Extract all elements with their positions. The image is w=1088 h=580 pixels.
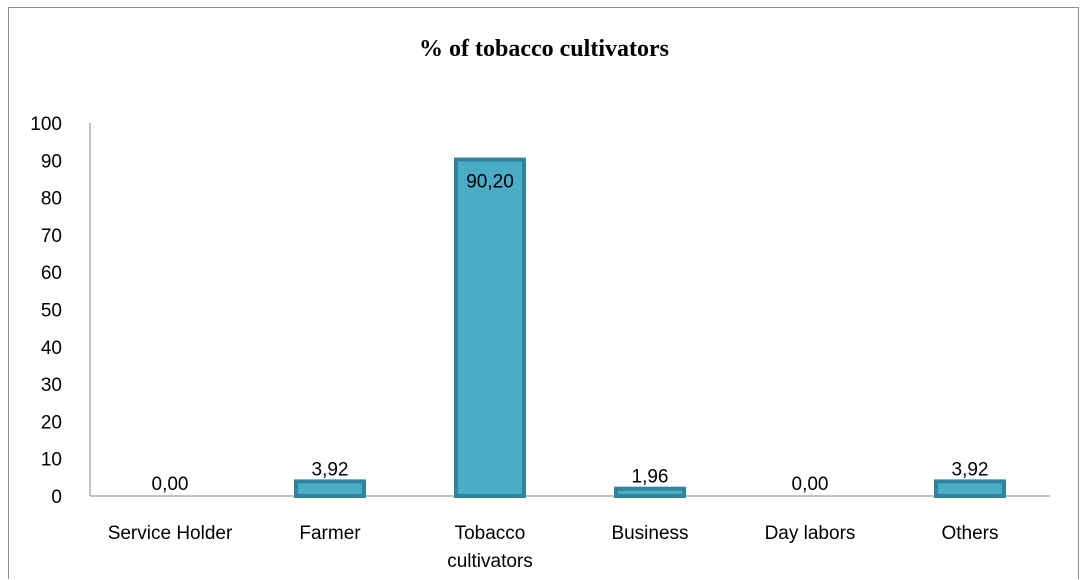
chart-title: % of tobacco cultivators (419, 36, 669, 62)
x-category-label: cultivators (447, 551, 533, 572)
chart-frame (8, 7, 1079, 579)
x-category-label: Farmer (299, 523, 361, 544)
y-tick-label: 50 (41, 301, 62, 322)
x-category-label: Others (941, 523, 998, 544)
y-tick-label: 70 (41, 226, 62, 247)
data-label: 1,96 (632, 467, 669, 488)
x-category-label: Day labors (765, 523, 856, 544)
y-tick-label: 100 (30, 114, 62, 135)
y-tick-label: 60 (41, 263, 62, 284)
y-tick-label: 80 (41, 189, 62, 210)
bar (454, 157, 526, 499)
data-label: 0,00 (152, 474, 189, 495)
y-tick-label: 0 (51, 487, 62, 508)
x-category-label: Business (611, 523, 688, 544)
y-tick-label: 90 (41, 151, 62, 172)
y-tick-label: 10 (41, 450, 62, 471)
y-tick-label: 40 (41, 338, 62, 359)
data-label: 0,00 (792, 474, 829, 495)
data-label: 3,92 (312, 459, 349, 480)
x-category-label: Service Holder (108, 523, 233, 544)
y-tick-label: 20 (41, 412, 62, 433)
x-category-label: Tobacco (455, 523, 526, 544)
bar (614, 486, 686, 499)
bar (294, 479, 366, 498)
data-label: 90,20 (466, 172, 514, 193)
bar (934, 479, 1006, 498)
y-tick-label: 30 (41, 375, 62, 396)
data-label: 3,92 (952, 459, 989, 480)
